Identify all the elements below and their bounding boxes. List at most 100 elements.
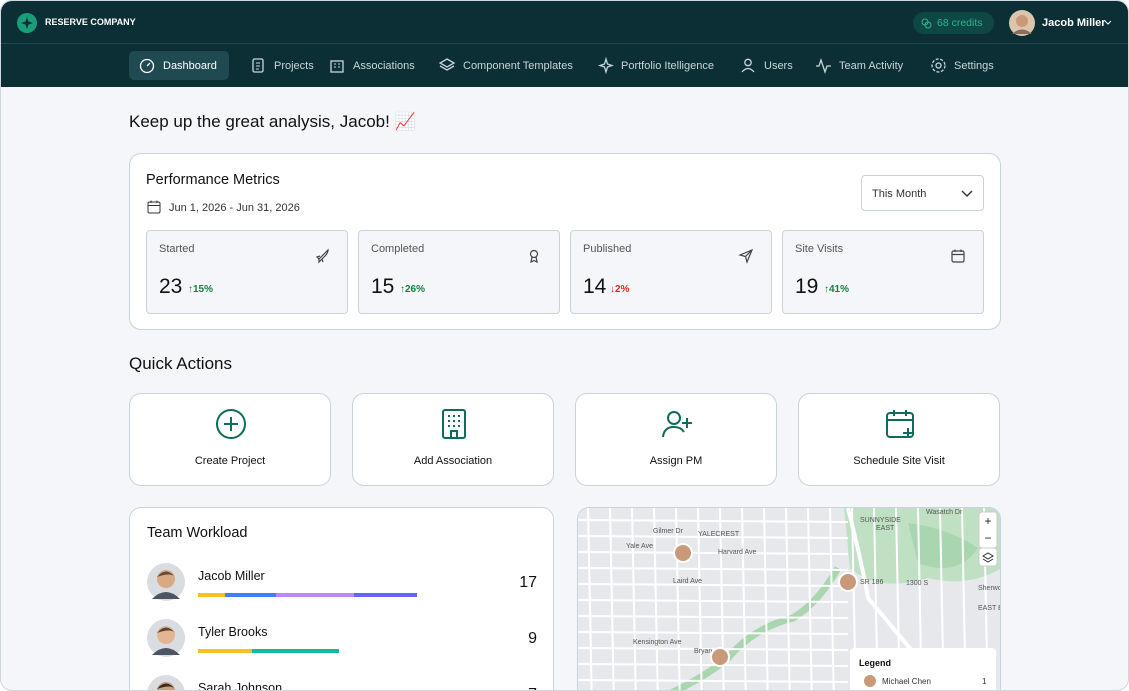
member-count: 17 xyxy=(519,574,537,591)
metric-card: Published 14 ↓2% xyxy=(570,230,772,314)
zoom-in[interactable]: + xyxy=(984,514,991,528)
nav-icon xyxy=(330,60,344,73)
street xyxy=(578,599,849,603)
metric-icon xyxy=(738,248,754,264)
calendar-icon xyxy=(147,200,161,214)
street xyxy=(578,519,849,523)
street xyxy=(578,615,849,619)
street xyxy=(785,508,791,690)
street xyxy=(587,508,593,690)
street xyxy=(578,583,849,587)
action-card[interactable]: Create Project xyxy=(129,393,331,486)
credits: 68 credits xyxy=(937,17,983,29)
zoom-out[interactable]: − xyxy=(984,531,991,545)
metric-value: 15 xyxy=(371,275,395,298)
bar-segment xyxy=(354,593,417,597)
chevron xyxy=(1104,20,1112,25)
map-label: Laird Ave xyxy=(673,578,702,585)
member-row: Sarah Johnson 7 xyxy=(130,675,553,691)
map-label: Wasatch Dr xyxy=(926,509,963,516)
map-label: SR 186 xyxy=(860,579,883,586)
action-card[interactable]: Schedule Site Visit xyxy=(798,393,1000,486)
workload-title: Team Workload xyxy=(147,525,248,541)
action-icon xyxy=(442,409,466,439)
metric-label: Site Visits xyxy=(795,243,844,255)
nav-icon xyxy=(439,58,456,71)
member-name: Tyler Brooks xyxy=(198,625,268,639)
member-row: Tyler Brooks 9 xyxy=(130,619,553,669)
bar-segment xyxy=(225,593,276,597)
nav-item[interactable]: Users xyxy=(732,51,801,80)
user-name[interactable]: Jacob Miller xyxy=(1042,17,1106,29)
action-icon xyxy=(216,409,246,439)
metric-label: Started xyxy=(159,243,195,255)
bar-segment xyxy=(198,593,225,597)
nav-icon xyxy=(741,58,755,73)
member-row: Jacob Miller 17 xyxy=(130,563,553,613)
nav-item[interactable]: Projects xyxy=(242,51,322,80)
credits-pill[interactable]: 68 credits xyxy=(913,12,994,34)
nav-label: Dashboard xyxy=(163,59,217,72)
nav-icon xyxy=(931,58,946,73)
street xyxy=(741,508,747,690)
metric-change: ↓2% xyxy=(610,284,630,295)
nav-label: Component Templates xyxy=(463,59,573,72)
legend-name: Michael Chen xyxy=(882,677,931,686)
street xyxy=(719,508,725,690)
nav-icon xyxy=(252,58,264,73)
street xyxy=(609,508,615,690)
action-icon xyxy=(662,411,692,438)
metric-value: 19 xyxy=(795,275,819,298)
member-count: 9 xyxy=(528,630,537,647)
nav-label: Team Activity xyxy=(839,59,904,72)
layers-button[interactable] xyxy=(978,547,998,567)
map-label: EAST xyxy=(876,525,895,532)
period-select[interactable]: This Month xyxy=(861,175,984,211)
action-label: Create Project xyxy=(194,455,266,467)
chevron xyxy=(961,190,973,197)
metric-change: ↑26% xyxy=(400,284,426,295)
member-count: 7 xyxy=(510,686,537,690)
map-pin-avatar xyxy=(712,649,728,665)
legend-avatar xyxy=(864,675,876,687)
action-label: Add Association xyxy=(413,455,493,467)
map: Gilmer Dr Yale Ave YALECREST Harvard Ave Lai… xyxy=(578,508,1001,690)
map-label: Bryan xyxy=(694,648,712,655)
member-avatar xyxy=(147,563,185,601)
nav-item[interactable]: Dashboard xyxy=(129,51,229,80)
user-avatar[interactable] xyxy=(1009,10,1035,36)
nav-item[interactable]: Portfolio Itelligence xyxy=(589,51,722,80)
action-card[interactable]: Assign PM xyxy=(575,393,777,486)
nav-icon xyxy=(139,58,155,74)
nav-icon xyxy=(816,57,831,74)
map-label: EAST BE xyxy=(978,605,1001,612)
map-label: Harvard Ave xyxy=(718,549,756,556)
member-name: Jacob Miller xyxy=(198,569,265,583)
metric-value: 14 xyxy=(583,275,607,298)
logo xyxy=(17,13,37,33)
street xyxy=(578,647,849,651)
bar-segment xyxy=(198,649,252,653)
street xyxy=(807,508,813,690)
nav-item[interactable]: Team Activity xyxy=(807,51,911,80)
action-label: Schedule Site Visit xyxy=(853,455,945,467)
brand: RESERVE COMPANY xyxy=(45,17,136,27)
street xyxy=(829,508,835,690)
street xyxy=(675,508,681,690)
nav-item[interactable]: Settings xyxy=(922,51,1002,80)
nav-label: Settings xyxy=(954,59,994,72)
nav-item[interactable]: Associations xyxy=(321,51,423,80)
legend-title: Legend xyxy=(859,658,891,668)
nav-icon xyxy=(597,57,614,74)
legend-count: 1 xyxy=(982,677,987,686)
action-label: Assign PM xyxy=(649,455,703,467)
member-name: Sarah Johnson xyxy=(198,681,283,691)
bar-segment xyxy=(252,649,339,653)
nav-label: Projects xyxy=(274,59,314,72)
nav-item[interactable]: Component Templates xyxy=(431,51,581,80)
map-label: SUNNYSIDE xyxy=(860,517,901,524)
metric-value: 23 xyxy=(159,275,183,298)
metric-card: Site Visits 19 ↑41% xyxy=(782,230,984,314)
action-card[interactable]: Add Association xyxy=(352,393,554,486)
